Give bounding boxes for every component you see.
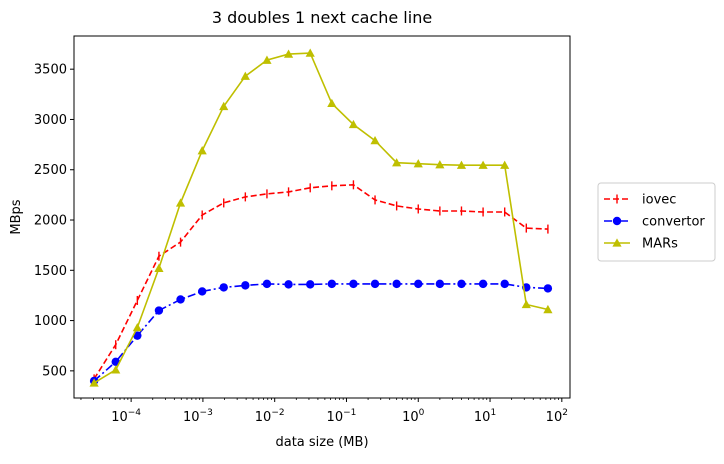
data-point-mars xyxy=(348,119,359,129)
series-line-convertor xyxy=(93,283,548,382)
data-point-convertor xyxy=(219,283,228,292)
legend-box xyxy=(597,182,716,262)
x-tick-label: 10−3 xyxy=(183,408,213,425)
legend-entry-convertor: convertor xyxy=(604,215,705,230)
x-tick-label: 101 xyxy=(474,408,496,425)
data-point-convertor xyxy=(414,279,423,289)
data-point-mars xyxy=(154,263,164,272)
data-point-mars xyxy=(219,101,229,111)
x-tick-label: 10−2 xyxy=(255,408,285,425)
series-iovec xyxy=(93,180,549,384)
data-point-mars xyxy=(283,49,294,58)
legend-label: convertor xyxy=(642,215,705,230)
x-axis: 10−4 10−3 10−2 10−1 100 101 102 xyxy=(80,398,568,425)
data-point-convertor xyxy=(327,279,337,289)
x-tick-exponent: −3 xyxy=(200,408,213,418)
data-point-convertor xyxy=(176,295,185,304)
data-point-convertor xyxy=(392,279,401,289)
data-point-convertor xyxy=(262,279,272,289)
x-tick-label: 10−4 xyxy=(111,408,141,425)
legend-marker xyxy=(612,238,622,247)
x-tick-exponent: 1 xyxy=(490,408,496,418)
data-point-mars xyxy=(175,198,186,207)
data-point-convertor xyxy=(370,279,380,289)
series-line-mars xyxy=(93,52,549,384)
data-point-mars xyxy=(392,158,402,167)
legend-label: iovec xyxy=(642,193,676,208)
y-tick-label: 3500 xyxy=(34,63,67,78)
legend-entry-mars: MARs xyxy=(604,237,678,252)
data-point-mars xyxy=(435,160,445,169)
x-tick-label: 102 xyxy=(546,408,568,425)
legend-entry-iovec: iovec xyxy=(604,193,676,208)
plot-area xyxy=(89,48,553,387)
data-point-mars xyxy=(197,146,207,155)
x-tick-exponent: −4 xyxy=(128,408,142,418)
y-tick-label: 1000 xyxy=(34,314,67,329)
data-point-convertor xyxy=(284,280,293,289)
data-point-mars xyxy=(240,71,250,80)
series-line-iovec xyxy=(93,183,548,380)
data-point-convertor xyxy=(349,279,358,289)
data-point-mars xyxy=(456,160,467,169)
data-point-mars xyxy=(500,160,510,169)
y-axis: 500 1000 1500 2000 2500 3000 3500 xyxy=(34,63,74,379)
data-point-convertor xyxy=(500,279,509,289)
data-point-convertor xyxy=(154,306,164,315)
data-point-mars xyxy=(370,135,380,145)
data-point-convertor xyxy=(197,287,207,296)
legend-marker xyxy=(612,216,622,226)
x-tick-exponent: 2 xyxy=(562,408,568,418)
data-point-mars xyxy=(543,304,553,314)
data-point-mars xyxy=(478,160,488,169)
legend: iovec convertor MARs xyxy=(597,182,716,262)
data-point-mars xyxy=(305,48,315,57)
series-convertor xyxy=(89,279,553,386)
data-point-mars xyxy=(521,299,531,309)
data-point-mars xyxy=(111,365,121,374)
axes-frame xyxy=(73,35,571,399)
x-tick-exponent: 0 xyxy=(419,408,425,418)
y-axis-label: MBps xyxy=(9,199,24,234)
x-axis-label: data size (MB) xyxy=(275,435,368,450)
data-point-convertor xyxy=(478,279,488,289)
x-tick-label: 10−1 xyxy=(327,408,357,425)
series-mars xyxy=(89,48,553,387)
data-point-mars xyxy=(327,98,337,108)
data-point-convertor xyxy=(241,281,250,290)
y-tick-label: 2000 xyxy=(34,214,67,229)
x-tick-exponent: −1 xyxy=(343,408,356,418)
y-tick-label: 3000 xyxy=(34,113,67,128)
legend-label: MARs xyxy=(642,237,678,252)
data-point-mars xyxy=(132,323,142,332)
data-point-convertor xyxy=(111,357,120,366)
data-point-mars xyxy=(262,55,272,64)
data-point-mars xyxy=(89,378,99,387)
data-point-convertor xyxy=(457,279,466,289)
y-tick-label: 500 xyxy=(42,364,67,379)
y-tick-label: 2500 xyxy=(34,163,67,178)
x-tick-exponent: −2 xyxy=(271,408,284,418)
data-point-convertor xyxy=(543,284,553,293)
y-tick-label: 1500 xyxy=(34,264,67,279)
chart-title: 3 doubles 1 next cache line xyxy=(212,8,432,27)
data-point-convertor xyxy=(306,280,315,289)
data-point-mars xyxy=(413,159,423,168)
data-point-convertor xyxy=(133,331,142,340)
x-tick-label: 100 xyxy=(402,408,425,425)
data-point-convertor xyxy=(435,279,445,289)
